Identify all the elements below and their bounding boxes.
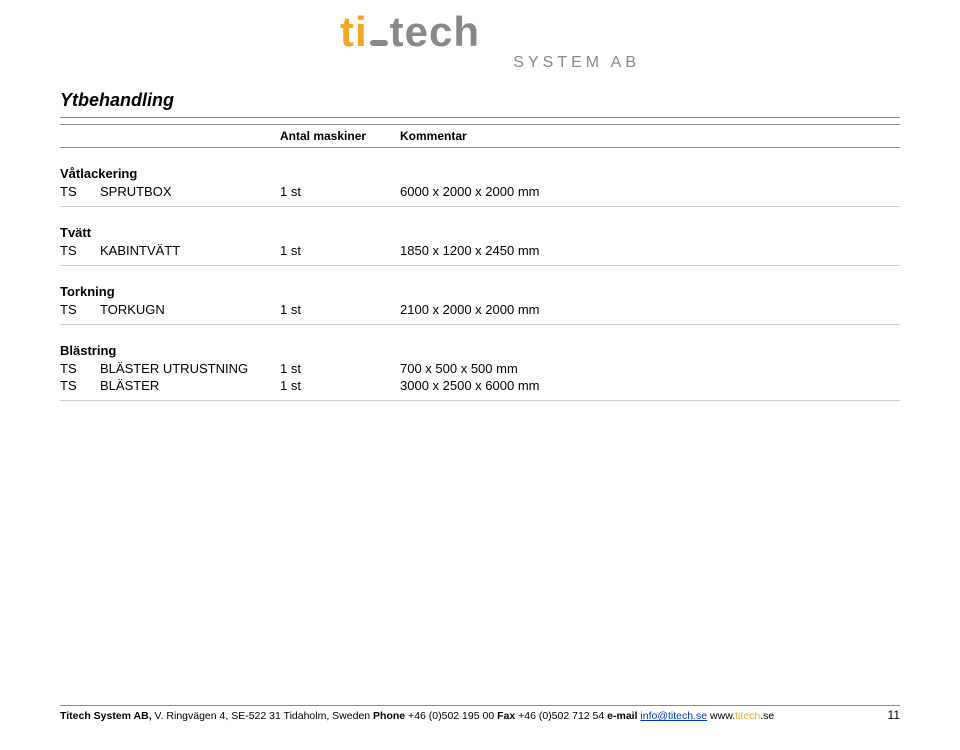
title-underline	[60, 117, 900, 118]
section-head: Blästring	[60, 343, 900, 358]
row-qty: 1 st	[280, 302, 400, 317]
footer-www-orange: titech	[735, 710, 760, 722]
logo-part2: tech	[390, 8, 480, 56]
header-col-3: Kommentar	[400, 129, 900, 143]
row-ts: TS	[60, 243, 100, 258]
section-vatlackering: Våtlackering TS SPRUTBOX 1 st 6000 x 200…	[60, 166, 900, 207]
footer-www-suffix: .se	[760, 710, 774, 722]
section-blastring: Blästring TS BLÄSTER UTRUSTNING 1 st 700…	[60, 343, 900, 401]
row-qty: 1 st	[280, 184, 400, 199]
section-divider	[60, 324, 900, 325]
row-name: BLÄSTER UTRUSTNING	[100, 361, 280, 376]
section-head: Tvätt	[60, 225, 900, 240]
section-divider	[60, 400, 900, 401]
row-name: TORKUGN	[100, 302, 280, 317]
logo-wordmark: ti tech	[340, 8, 640, 58]
row-name: SPRUTBOX	[100, 184, 280, 199]
footer-phone-label: Phone	[373, 710, 405, 722]
row-name: KABINTVÄTT	[100, 243, 280, 258]
row-cmt: 3000 x 2500 x 6000 mm	[400, 378, 900, 393]
row-cmt: 700 x 500 x 500 mm	[400, 361, 900, 376]
table-row: TS BLÄSTER UTRUSTNING 1 st 700 x 500 x 5…	[60, 360, 900, 377]
page-title: Ytbehandling	[60, 90, 900, 111]
footer-fax-label: Fax	[497, 710, 515, 722]
footer-divider	[60, 705, 900, 706]
row-name: BLÄSTER	[100, 378, 280, 393]
row-ts: TS	[60, 378, 100, 393]
section-head: Torkning	[60, 284, 900, 299]
footer-company: Titech System AB,	[60, 710, 155, 722]
footer-email-label: e-mail	[607, 710, 640, 722]
section-torkning: Torkning TS TORKUGN 1 st 2100 x 2000 x 2…	[60, 284, 900, 325]
table-header: Antal maskiner Kommentar	[60, 124, 900, 148]
logo-part1: ti	[340, 8, 368, 56]
footer: Titech System AB, V. Ringvägen 4, SE-522…	[60, 705, 900, 722]
table-row: TS KABINTVÄTT 1 st 1850 x 1200 x 2450 mm	[60, 242, 900, 259]
row-ts: TS	[60, 184, 100, 199]
section-head: Våtlackering	[60, 166, 900, 181]
section-divider	[60, 206, 900, 207]
row-cmt: 6000 x 2000 x 2000 mm	[400, 184, 900, 199]
table-row: TS TORKUGN 1 st 2100 x 2000 x 2000 mm	[60, 301, 900, 318]
footer-phone: +46 (0)502 195 00	[405, 710, 497, 722]
header-col-1	[60, 129, 280, 143]
logo-subtitle: SYSTEM AB	[340, 54, 640, 72]
logo: ti tech SYSTEM AB	[340, 8, 640, 72]
section-tvatt: Tvätt TS KABINTVÄTT 1 st 1850 x 1200 x 2…	[60, 225, 900, 266]
row-qty: 1 st	[280, 361, 400, 376]
footer-text: Titech System AB, V. Ringvägen 4, SE-522…	[60, 710, 900, 722]
header-col-2: Antal maskiner	[280, 129, 400, 143]
row-cmt: 1850 x 1200 x 2450 mm	[400, 243, 900, 258]
footer-address: V. Ringvägen 4, SE-522 31 Tidaholm, Swed…	[155, 710, 374, 722]
section-divider	[60, 265, 900, 266]
row-qty: 1 st	[280, 378, 400, 393]
footer-email-link[interactable]: info@titech.se	[640, 710, 707, 722]
table-row: TS SPRUTBOX 1 st 6000 x 2000 x 2000 mm	[60, 183, 900, 200]
row-ts: TS	[60, 302, 100, 317]
row-ts: TS	[60, 361, 100, 376]
title-block: Ytbehandling Antal maskiner Kommentar	[60, 90, 900, 148]
footer-fax: +46 (0)502 712 54	[515, 710, 607, 722]
row-qty: 1 st	[280, 243, 400, 258]
footer-www-label: www.	[707, 710, 735, 722]
table-row: TS BLÄSTER 1 st 3000 x 2500 x 6000 mm	[60, 377, 900, 394]
page-number: 11	[888, 708, 900, 722]
logo-hyphen-icon	[370, 40, 388, 46]
row-cmt: 2100 x 2000 x 2000 mm	[400, 302, 900, 317]
